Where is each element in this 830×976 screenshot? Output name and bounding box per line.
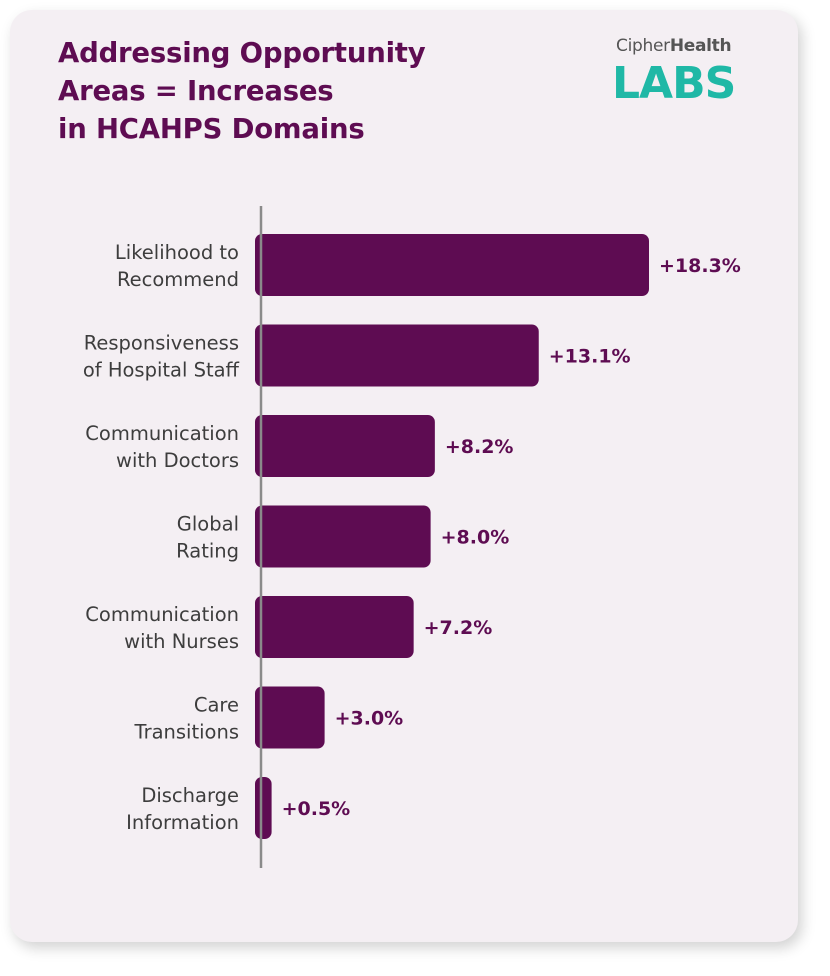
category-label: Global <box>177 513 239 536</box>
bar <box>255 686 325 749</box>
category-label: Communication <box>85 422 239 445</box>
logo-brand-light: Cipher <box>616 36 670 56</box>
category-label: with Nurses <box>124 630 239 653</box>
category-label: Likelihood to <box>115 241 239 264</box>
category-label: Rating <box>176 540 239 563</box>
cipherhealth-labs-logo: CipherHealth LABS <box>612 34 742 114</box>
logo-labs: LABS <box>612 58 736 109</box>
bar <box>255 777 272 839</box>
bar <box>255 596 414 658</box>
category-label: Transitions <box>134 721 239 744</box>
data-label: +18.3% <box>659 255 741 277</box>
title-line: in HCAHPS Domains <box>58 113 365 145</box>
bar <box>255 415 435 477</box>
title-line: Areas = Increases <box>58 75 334 107</box>
category-label: Discharge <box>141 784 239 807</box>
category-label: Recommend <box>117 268 239 291</box>
data-label: +13.1% <box>549 346 631 368</box>
category-label: Responsiveness <box>84 332 239 355</box>
category-label: of Hospital Staff <box>83 359 240 382</box>
data-label: +3.0% <box>335 708 404 730</box>
title-line: Addressing Opportunity <box>58 37 426 69</box>
data-label: +0.5% <box>282 798 351 820</box>
bar <box>255 324 539 387</box>
category-label: with Doctors <box>116 449 239 472</box>
bar <box>255 505 431 568</box>
category-label: Care <box>194 694 239 717</box>
logo-brand: CipherHealth <box>616 36 732 56</box>
bar <box>255 234 649 296</box>
category-label: Information <box>126 811 239 834</box>
chart-title: Addressing Opportunity Areas = Increases… <box>58 34 498 148</box>
logo-brand-bold: Health <box>669 36 732 56</box>
category-label: Communication <box>85 603 239 626</box>
data-label: +7.2% <box>424 617 493 639</box>
data-label: +8.2% <box>445 436 514 458</box>
data-label: +8.0% <box>441 527 510 549</box>
